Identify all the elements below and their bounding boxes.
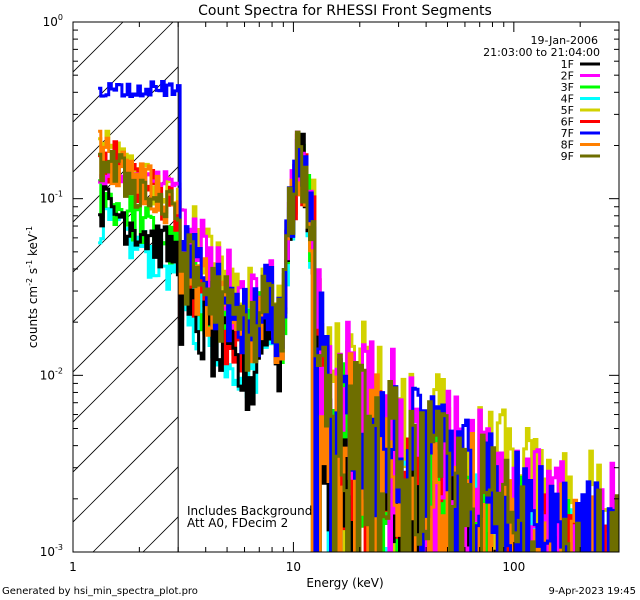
legend-label: 1F bbox=[561, 58, 574, 71]
legend-label: 3F bbox=[561, 81, 574, 94]
x-tick-labels: 1 10 100 bbox=[69, 560, 525, 574]
chart-title: Count Spectra for RHESSI Front Segments bbox=[198, 3, 492, 19]
hatch-line bbox=[73, 166, 179, 273]
y-axis-label: counts cm-2 s-1 keV-1 bbox=[25, 226, 40, 348]
date-label: 19-Jan-2006 bbox=[531, 34, 599, 47]
series-line-2F bbox=[98, 130, 618, 552]
legend-label: 5F bbox=[561, 104, 574, 117]
hatch-line bbox=[73, 216, 179, 323]
hatch-line bbox=[73, 366, 179, 473]
x-tick-label: 10 bbox=[286, 560, 301, 574]
series-lines bbox=[98, 80, 619, 552]
y-tick-label: 10-3 bbox=[40, 543, 63, 559]
legend-label: 7F bbox=[561, 127, 574, 140]
legend-label: 9F bbox=[561, 150, 574, 163]
y-tick-label: 10-1 bbox=[40, 190, 63, 206]
plot-frame bbox=[72, 21, 620, 553]
x-axis-label: Energy (keV) bbox=[306, 576, 383, 590]
hatch-line bbox=[73, 66, 179, 173]
hatched-region bbox=[73, 22, 179, 552]
annotation-background: Includes Background bbox=[187, 504, 312, 518]
footer-generated: Generated by hsi_min_spectra_plot.pro bbox=[2, 586, 198, 597]
time-range-label: 21:03:00 to 21:04:00 bbox=[483, 46, 600, 59]
hatch-line bbox=[73, 416, 179, 523]
y-tick-label: 100 bbox=[43, 13, 63, 29]
hatch-line bbox=[73, 266, 179, 373]
legend-label: 6F bbox=[561, 116, 574, 129]
legend-label: 8F bbox=[561, 139, 574, 152]
legend-label: 2F bbox=[561, 70, 574, 83]
y-tick-labels: 10-3 10-2 10-1 100 bbox=[40, 13, 63, 559]
legend-label: 4F bbox=[561, 93, 574, 106]
axis-ticks bbox=[72, 21, 620, 553]
footer-date: 9-Apr-2023 19:45 bbox=[549, 586, 636, 597]
y-tick-label: 10-2 bbox=[40, 366, 63, 382]
annotation-attenuator: Att A0, FDecim 2 bbox=[187, 516, 288, 530]
x-tick-label: 1 bbox=[69, 560, 77, 574]
hatch-line bbox=[73, 22, 124, 73]
x-tick-label: 100 bbox=[502, 560, 525, 574]
series-line-9F bbox=[98, 130, 619, 552]
hatch-line bbox=[73, 22, 174, 123]
